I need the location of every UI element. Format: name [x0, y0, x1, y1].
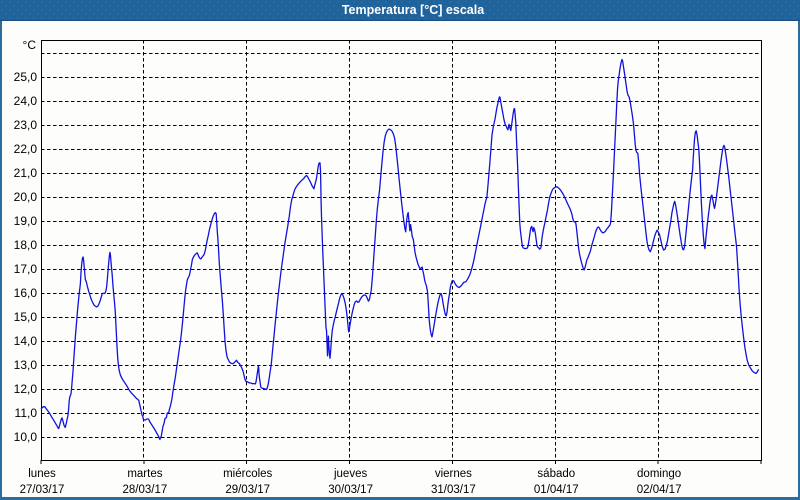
svg-text:22,0: 22,0: [14, 142, 38, 156]
svg-text:29/03/17: 29/03/17: [225, 484, 270, 496]
svg-text:domingo: domingo: [637, 468, 681, 480]
svg-text:10,0: 10,0: [14, 430, 38, 444]
svg-text:21,0: 21,0: [14, 166, 38, 180]
svg-text:13,0: 13,0: [14, 358, 38, 372]
svg-text:01/04/17: 01/04/17: [534, 484, 579, 496]
svg-text:martes: martes: [127, 468, 162, 480]
svg-text:18,0: 18,0: [14, 238, 38, 252]
svg-text:02/04/17: 02/04/17: [637, 484, 682, 496]
svg-text:15,0: 15,0: [14, 310, 38, 324]
svg-text:20,0: 20,0: [14, 190, 38, 204]
svg-text:16,0: 16,0: [14, 286, 38, 300]
svg-text:25,0: 25,0: [14, 70, 38, 84]
svg-text:19,0: 19,0: [14, 214, 38, 228]
svg-text:14,0: 14,0: [14, 334, 38, 348]
svg-text:11,0: 11,0: [15, 406, 38, 420]
svg-text:jueves: jueves: [333, 468, 367, 480]
svg-text:sábado: sábado: [537, 468, 575, 480]
svg-text:28/03/17: 28/03/17: [123, 484, 168, 496]
svg-text:17,0: 17,0: [14, 262, 38, 276]
svg-text:27/03/17: 27/03/17: [20, 484, 65, 496]
svg-text:lunes: lunes: [28, 468, 56, 480]
svg-text:°C: °C: [23, 38, 37, 52]
svg-text:12,0: 12,0: [14, 382, 38, 396]
svg-text:24,0: 24,0: [14, 94, 38, 108]
svg-text:miércoles: miércoles: [223, 468, 272, 480]
svg-text:viernes: viernes: [435, 468, 472, 480]
svg-text:23,0: 23,0: [14, 118, 38, 132]
svg-text:30/03/17: 30/03/17: [328, 484, 373, 496]
svg-text:31/03/17: 31/03/17: [431, 484, 476, 496]
